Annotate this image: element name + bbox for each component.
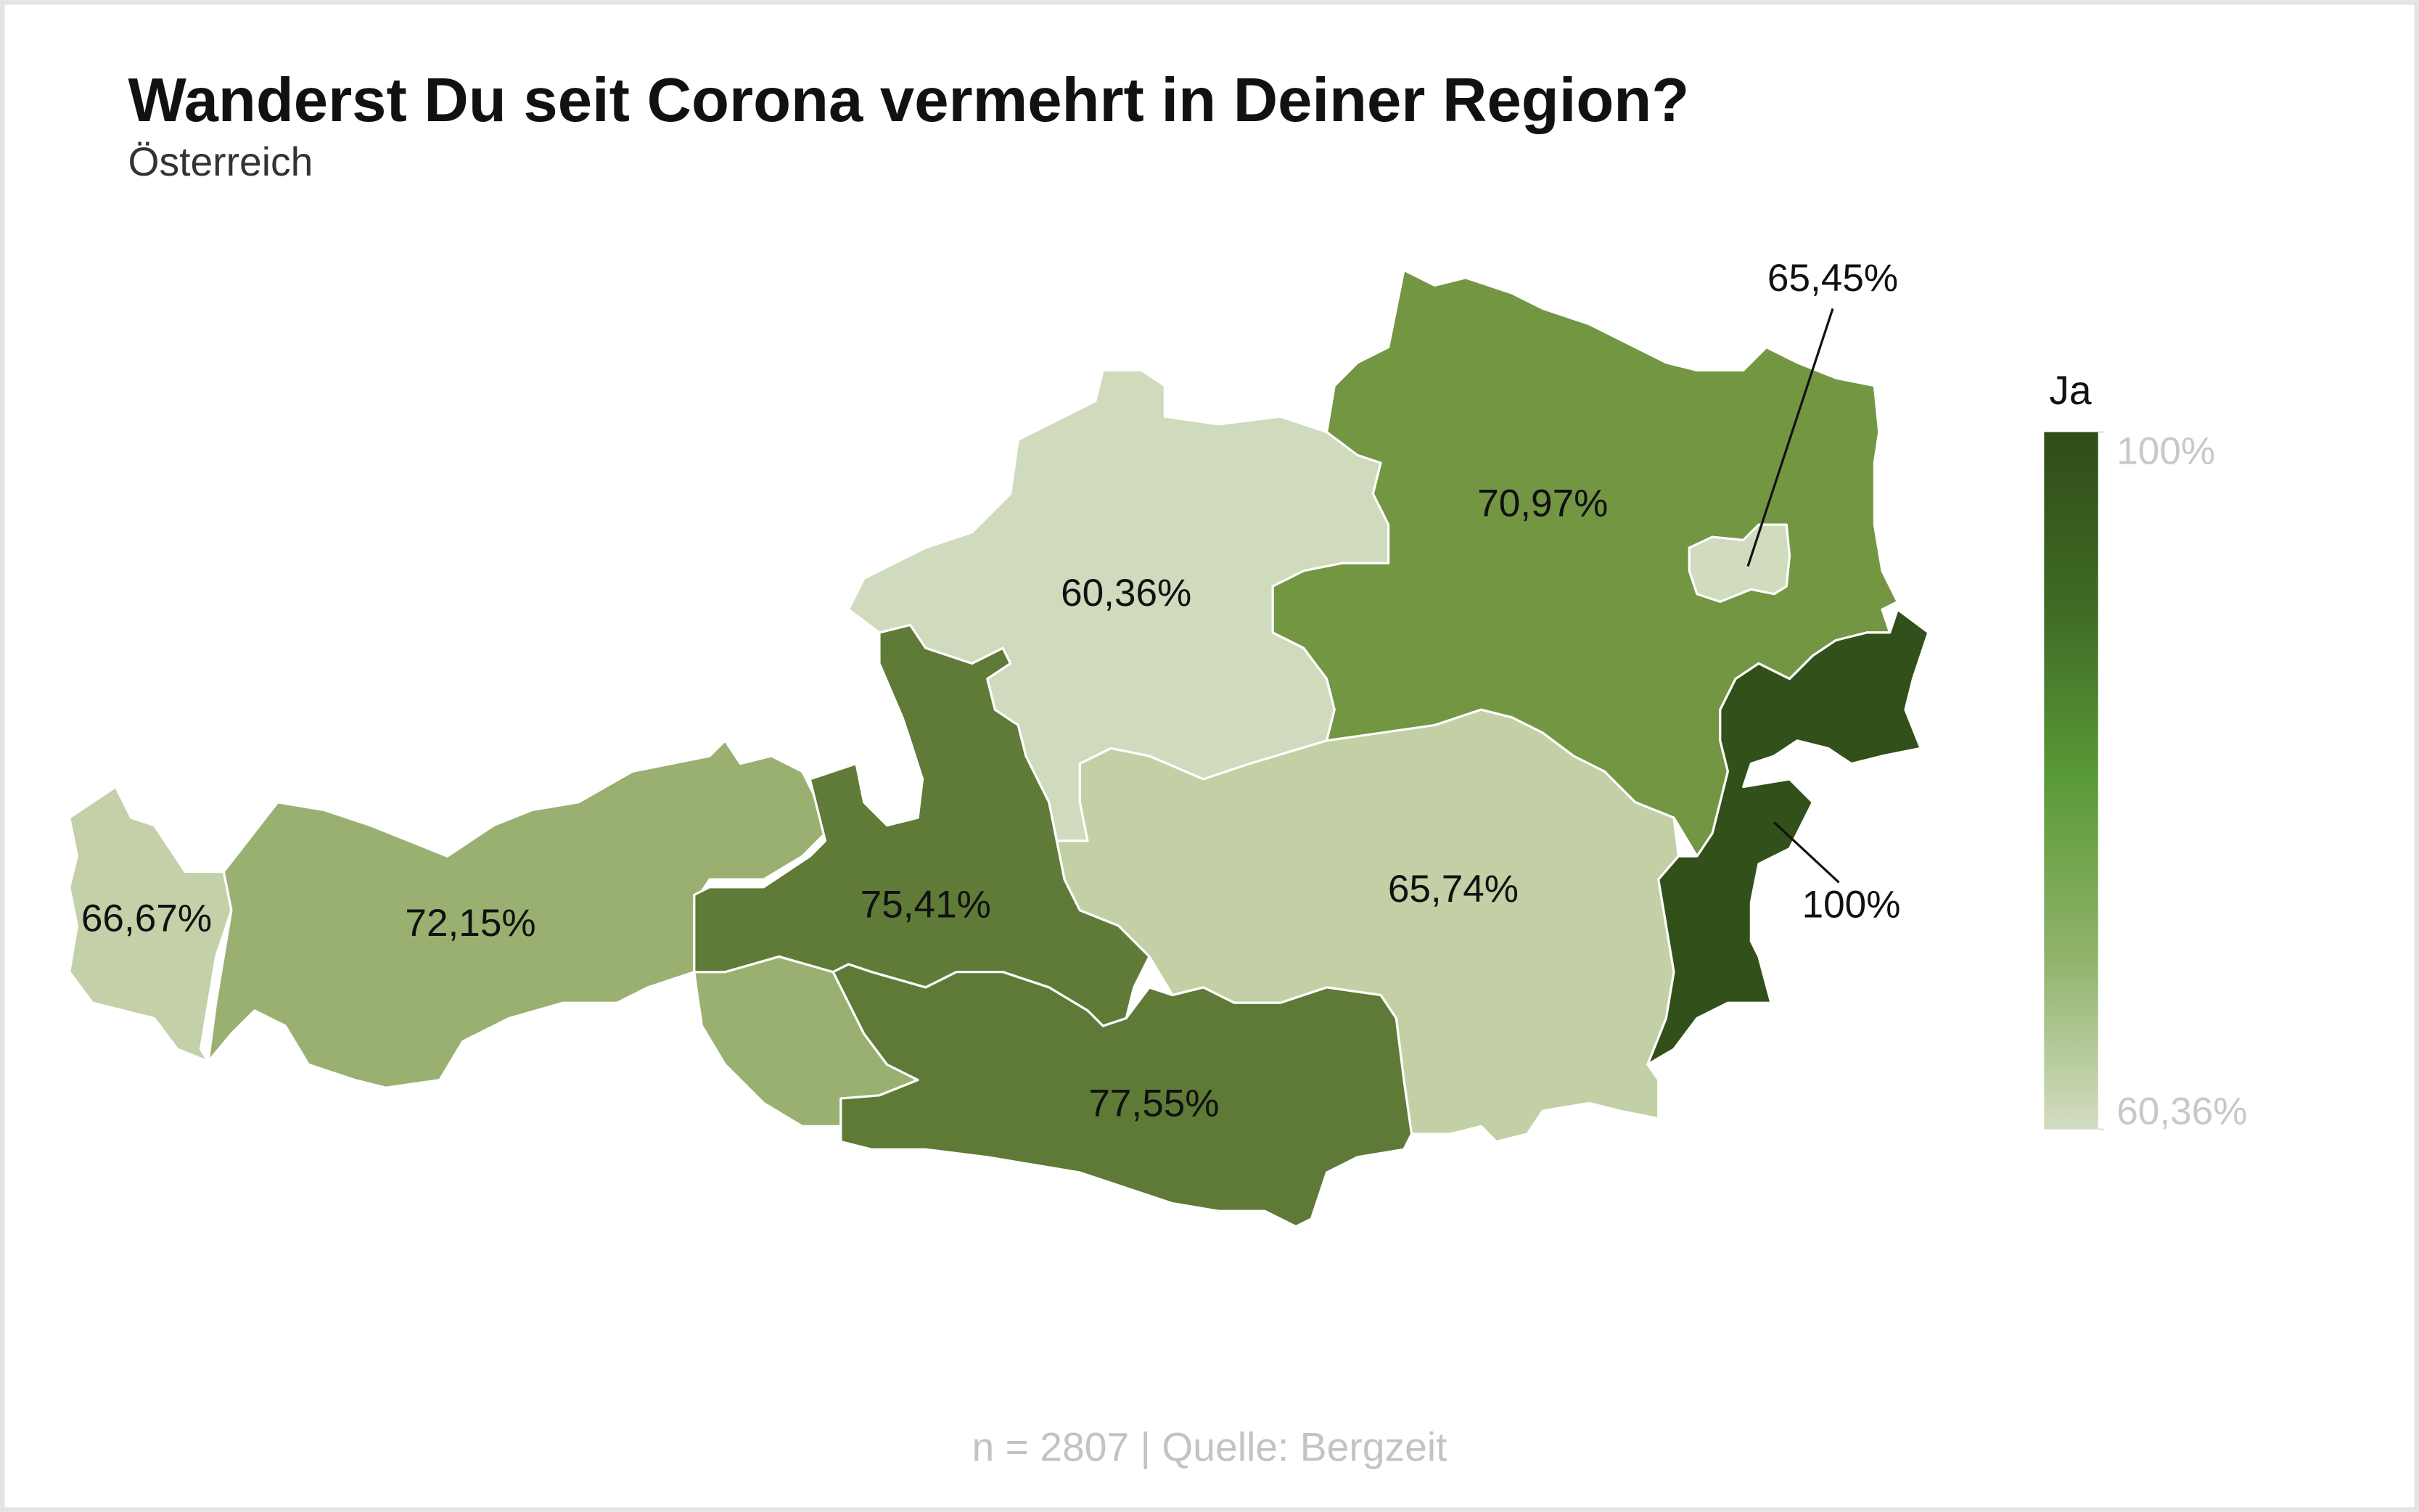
region	[68, 785, 233, 1063]
data-label: 70,97%	[1477, 482, 1608, 525]
chart-subtitle: Österreich	[128, 139, 313, 184]
data-label: 77,55%	[1088, 1082, 1219, 1125]
region	[1688, 523, 1791, 603]
region	[1055, 708, 1680, 1143]
region	[1646, 608, 1930, 1066]
color-bar	[2044, 432, 2098, 1130]
leader-line	[1746, 308, 1834, 567]
source-note: n = 2807 | Quelle: Bergzeit	[972, 1424, 1447, 1469]
leader-line	[1773, 821, 1840, 884]
data-label: 75,41%	[861, 883, 991, 926]
data-label: 60,36%	[1061, 572, 1191, 615]
region	[831, 963, 1413, 1228]
legend-tick-label: 60,36%	[2116, 1090, 2247, 1133]
data-label: 72,15%	[405, 902, 535, 945]
map: 66,67% 72,15% 75,41% 60,36% 70,97% 65,45% 65,7…	[68, 257, 1930, 1228]
data-label: 65,74%	[1388, 868, 1519, 911]
data-label: 100%	[1802, 883, 1901, 926]
legend-tick-label: 100%	[2116, 430, 2215, 472]
chart-title: Wanderst Du seit Corona vermehrt in Dein…	[128, 66, 1689, 135]
legend-title: Ja	[2049, 368, 2092, 413]
data-label: 65,45%	[1767, 257, 1898, 300]
data-label: 66,67%	[81, 897, 212, 940]
